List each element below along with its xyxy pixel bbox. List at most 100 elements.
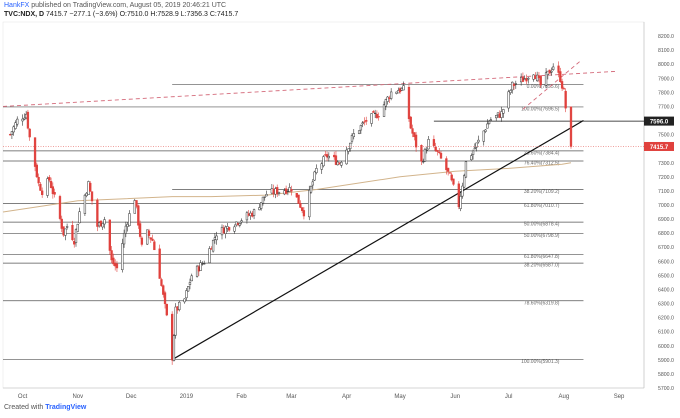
fib-level-label: 100.00%(7696.5) bbox=[521, 106, 560, 112]
publisher-name[interactable]: HankFX bbox=[4, 2, 30, 9]
tradingview-logo[interactable]: TradingView bbox=[45, 404, 87, 411]
candle-body bbox=[477, 139, 480, 143]
candle-body bbox=[270, 188, 274, 194]
candle-body bbox=[138, 223, 142, 237]
y-tick-label: 6500.0 bbox=[658, 273, 674, 279]
candle-body bbox=[320, 163, 323, 170]
candle-body bbox=[302, 210, 306, 217]
candle-body bbox=[73, 241, 76, 245]
y-tick-label: 8100.0 bbox=[658, 48, 674, 54]
candle-body bbox=[277, 191, 281, 194]
candle-body bbox=[539, 76, 542, 86]
x-tick-label: Jun bbox=[450, 394, 460, 400]
candle-body bbox=[260, 202, 263, 209]
candle-body bbox=[220, 226, 224, 236]
candle-body bbox=[14, 122, 17, 129]
y-tick-label: 6900.0 bbox=[658, 217, 674, 223]
candle-body bbox=[427, 139, 430, 150]
candle-body bbox=[514, 83, 517, 85]
candle-body bbox=[135, 200, 138, 207]
y-tick-label: 7100.0 bbox=[658, 189, 674, 195]
candle-body bbox=[99, 220, 103, 227]
candle-body bbox=[388, 97, 391, 99]
candle-body bbox=[537, 75, 541, 79]
candle-body bbox=[224, 226, 227, 234]
candle-body bbox=[325, 154, 329, 158]
candle-body bbox=[210, 248, 213, 250]
candle-body bbox=[37, 176, 40, 184]
candle-body bbox=[550, 70, 553, 73]
candle-body bbox=[560, 81, 564, 89]
candle-body bbox=[532, 74, 535, 80]
fib-level-label: 61.80%(7010.7) bbox=[524, 203, 560, 209]
candle-body bbox=[247, 213, 250, 216]
candle-body bbox=[527, 77, 530, 80]
fib-level-label: 78.60%(6319.8) bbox=[524, 300, 560, 306]
candle-body bbox=[525, 78, 528, 82]
candle-body bbox=[552, 66, 555, 70]
candle-body bbox=[422, 161, 425, 163]
candle-body bbox=[557, 65, 560, 73]
candle-body bbox=[347, 148, 350, 152]
fib-level-label: 38.20%(7109.2) bbox=[524, 189, 560, 195]
candle-body bbox=[96, 199, 99, 227]
y-tick-label: 6800.0 bbox=[658, 231, 674, 237]
price-label-box bbox=[644, 141, 674, 151]
candle-body bbox=[85, 192, 88, 197]
candle-body bbox=[283, 190, 286, 195]
candle-body bbox=[350, 135, 354, 142]
candle-body bbox=[137, 205, 140, 226]
candle-body bbox=[299, 202, 302, 208]
candle-body bbox=[336, 161, 339, 166]
candle-body bbox=[64, 228, 67, 236]
candle-body bbox=[473, 147, 476, 150]
candle-body bbox=[197, 266, 201, 272]
published-text: published on TradingView.com, August 05,… bbox=[31, 2, 227, 9]
candle-body bbox=[420, 145, 423, 162]
candle-body bbox=[448, 172, 452, 174]
candle-body bbox=[284, 188, 288, 194]
candle-body bbox=[363, 121, 366, 123]
symbol-label[interactable]: TVC:NDX, D bbox=[4, 11, 45, 18]
candle-body bbox=[439, 152, 443, 159]
candle-body bbox=[384, 99, 387, 107]
candle-body bbox=[187, 286, 190, 292]
candle-body bbox=[49, 181, 53, 189]
fib-level-label: 76.40%(7312.5) bbox=[524, 161, 560, 167]
candle-body bbox=[121, 243, 124, 271]
candle-body bbox=[345, 149, 348, 165]
candle-body bbox=[464, 161, 468, 178]
fib-level-label: 0.00%(7855.6) bbox=[527, 84, 560, 90]
candle-body bbox=[334, 155, 338, 165]
candle-body bbox=[365, 120, 368, 122]
candle-body bbox=[423, 148, 427, 162]
y-tick-label: 8000.0 bbox=[658, 62, 674, 68]
candle-body bbox=[324, 154, 327, 156]
candle-body bbox=[434, 146, 437, 151]
candle-body bbox=[544, 72, 548, 86]
candle-body bbox=[414, 134, 418, 148]
candle-body bbox=[413, 132, 416, 138]
candle-body bbox=[160, 279, 163, 286]
candle-body bbox=[523, 78, 526, 81]
candle-body bbox=[511, 81, 514, 91]
y-tick-label: 7900.0 bbox=[658, 76, 674, 82]
candle-body bbox=[33, 137, 37, 167]
candle-body bbox=[559, 71, 562, 83]
candle-body bbox=[290, 189, 293, 192]
candle-body bbox=[76, 223, 79, 232]
level-label-box bbox=[644, 116, 674, 126]
candle-body bbox=[48, 176, 51, 181]
candle-body bbox=[502, 109, 505, 114]
candle-body bbox=[10, 131, 14, 135]
candle-body bbox=[370, 113, 373, 124]
candle-body bbox=[188, 282, 192, 285]
candle-body bbox=[110, 250, 113, 261]
candle-body bbox=[151, 238, 154, 241]
y-tick-label: 6100.0 bbox=[658, 330, 674, 336]
candle-body bbox=[459, 196, 462, 209]
candle-body bbox=[252, 209, 256, 216]
y-tick-label: 6000.0 bbox=[658, 344, 674, 350]
candle-body bbox=[222, 227, 225, 234]
